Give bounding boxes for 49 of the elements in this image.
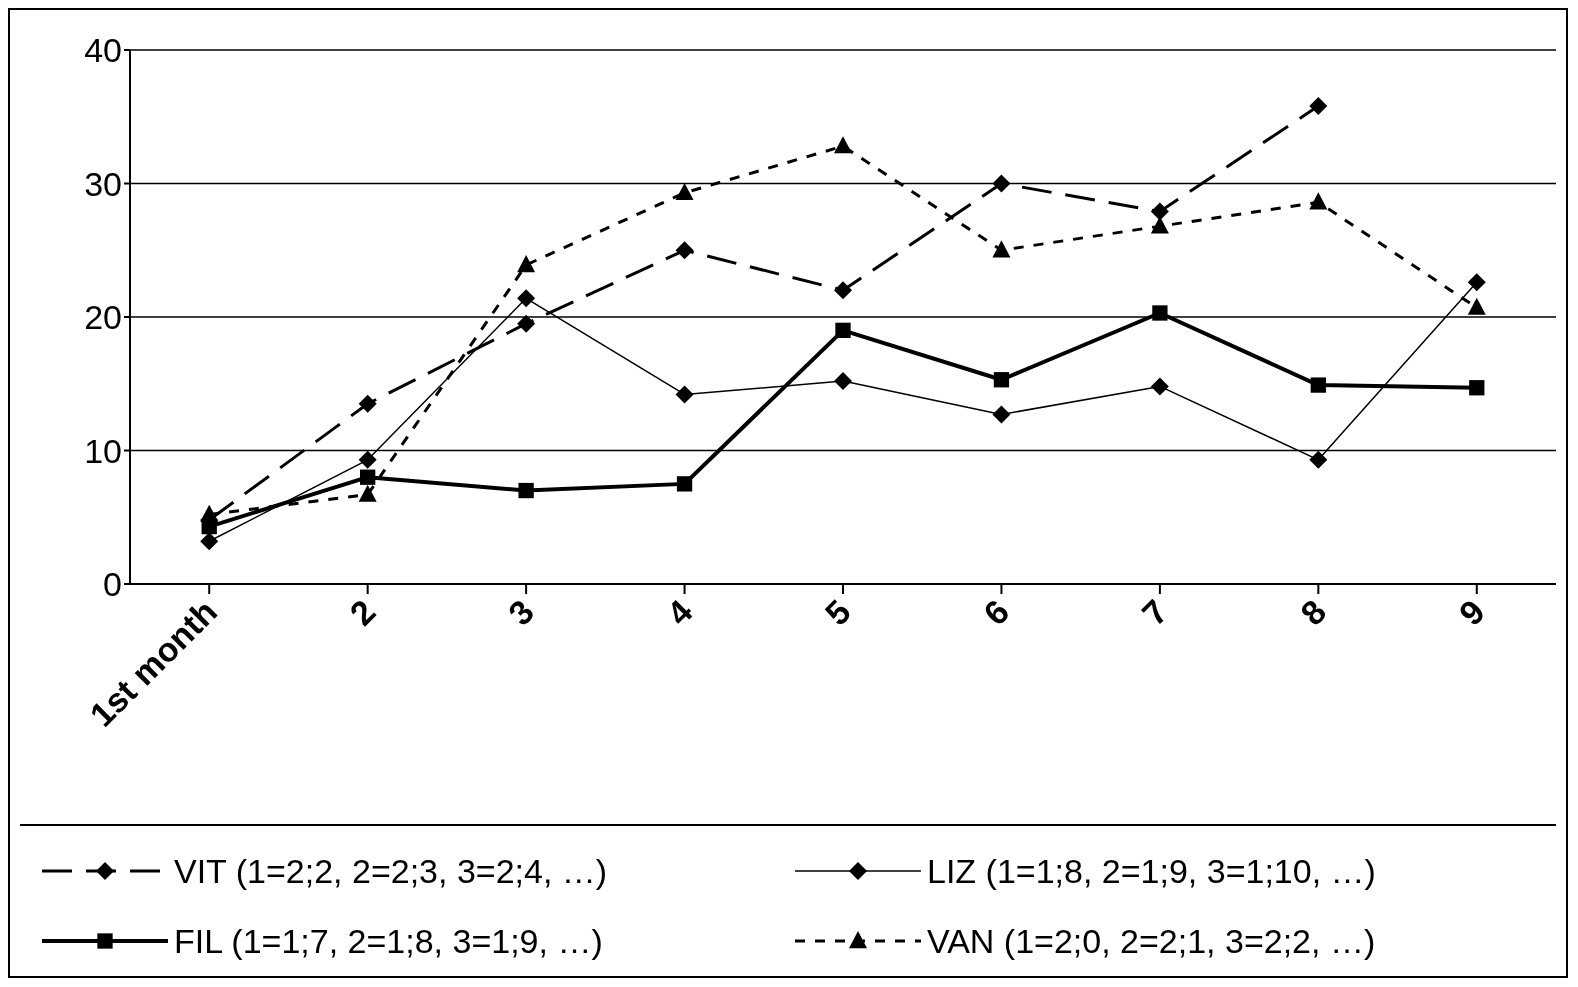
point <box>993 372 1010 388</box>
point <box>992 240 1011 258</box>
point <box>834 281 852 300</box>
legend-label: FIL (1=1;7, 2=1;8, 3=1;9, …) <box>174 921 603 961</box>
legend-label: VAN (1=2;0, 2=2;1, 3=2;2, …) <box>927 921 1376 961</box>
x-tick-label: 3 <box>500 592 542 633</box>
point <box>517 314 536 333</box>
point <box>675 182 694 201</box>
point <box>1467 297 1486 315</box>
point <box>1152 305 1168 321</box>
x-tick-label: 2 <box>342 592 383 633</box>
point <box>1469 380 1485 396</box>
point <box>358 484 377 502</box>
x-tick-label: 7 <box>1134 592 1175 633</box>
x-tick-label: 4 <box>659 592 700 633</box>
y-tick-label: 20 <box>84 298 122 337</box>
legend-label: VIT (1=2;2, 2=2;3, 3=2;4, …) <box>174 851 608 891</box>
y-tick-label: 40 <box>84 31 122 70</box>
point <box>517 289 536 308</box>
point <box>676 476 693 492</box>
point <box>675 385 694 404</box>
point <box>675 241 694 260</box>
point <box>1150 377 1169 396</box>
point <box>835 322 851 338</box>
point <box>518 482 534 499</box>
point <box>358 450 377 469</box>
point <box>1310 377 1326 393</box>
point <box>517 255 536 273</box>
x-tick-label: 5 <box>817 592 858 633</box>
x-tick-label: 8 <box>1293 592 1334 633</box>
point <box>1309 450 1328 469</box>
point <box>992 174 1011 193</box>
point <box>200 504 219 522</box>
x-tick-label: 6 <box>976 592 1017 633</box>
point <box>834 372 852 391</box>
legend-label: LIZ (1=1;8, 2=1;9, 3=1;10, …) <box>927 851 1376 891</box>
point <box>992 405 1011 424</box>
point <box>834 136 852 154</box>
point <box>200 532 219 551</box>
point <box>1150 202 1169 221</box>
point <box>358 394 377 413</box>
y-tick-label: 10 <box>84 431 122 470</box>
point <box>360 469 376 485</box>
point <box>1309 192 1328 210</box>
x-tick-label: 9 <box>1451 592 1492 633</box>
point <box>1309 97 1328 116</box>
point <box>1467 273 1486 292</box>
y-tick-label: 30 <box>84 164 122 203</box>
y-tick-label: 0 <box>103 565 122 604</box>
